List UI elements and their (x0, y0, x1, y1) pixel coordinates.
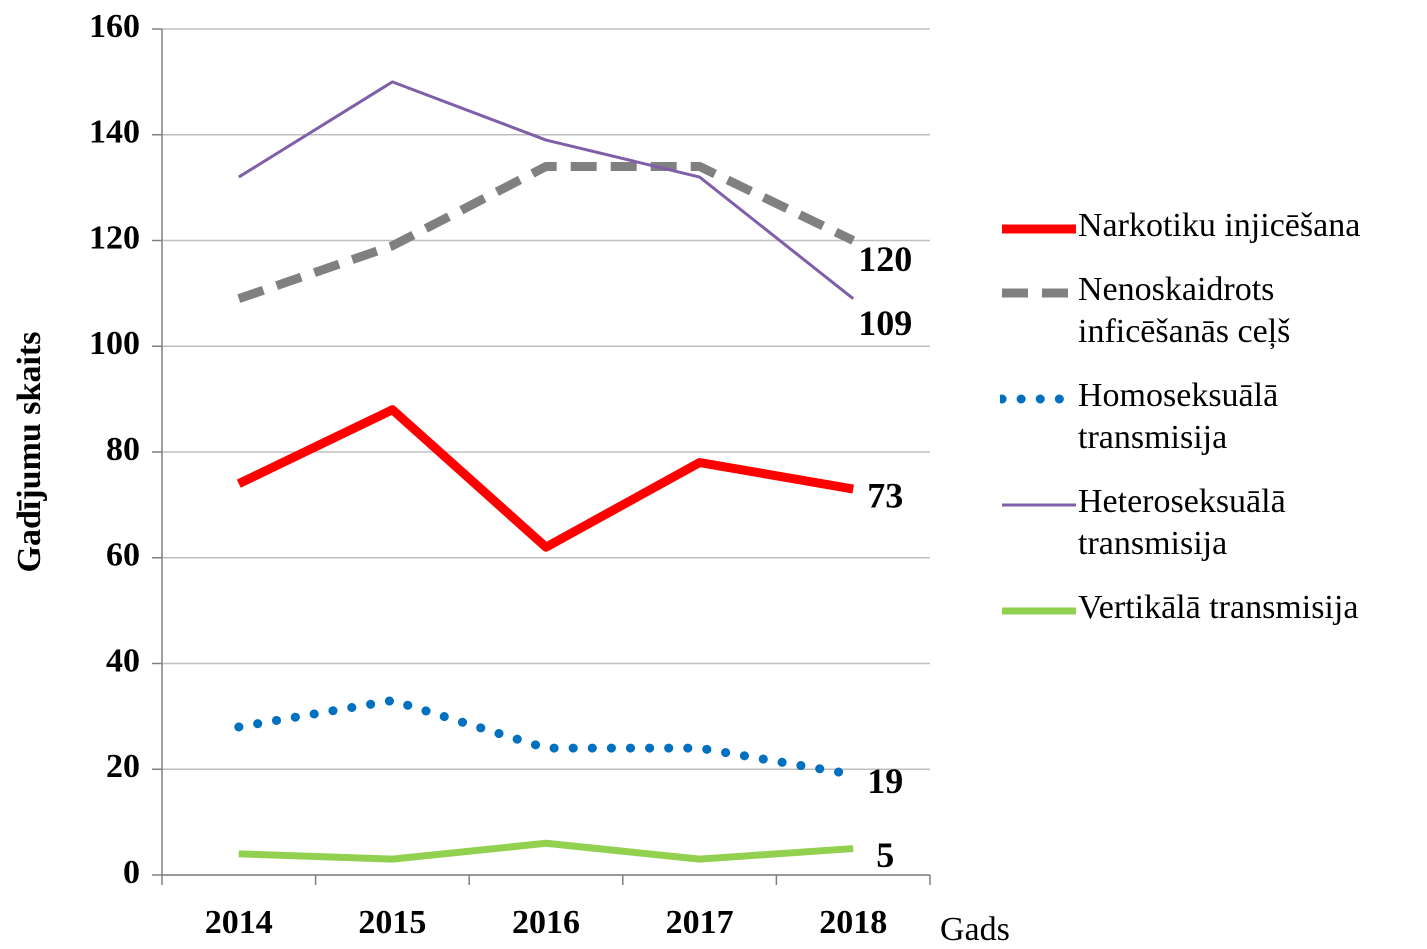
data-label: 73 (867, 475, 903, 515)
legend: Narkotiku injicēšana Nenoskaidrots inficē… (1000, 205, 1427, 651)
data-label: 5 (876, 835, 894, 875)
legend-swatch (1002, 607, 1076, 615)
legend-label: Homoseksuālā transmisija (1078, 377, 1279, 456)
data-label: 109 (858, 303, 912, 343)
x-tick-label: 2017 (666, 904, 734, 941)
legend-label: Nenoskaidrots inficēšanās ceļš (1078, 271, 1291, 350)
legend-swatch (1002, 288, 1076, 298)
x-axis-label: Gads (940, 911, 1010, 948)
data-label: 120 (858, 239, 912, 279)
legend-label: Heteroseksuālā transmisija (1078, 483, 1286, 562)
y-tick-label: 140 (89, 114, 140, 151)
legend-label: Vertikālā transmisija (1078, 589, 1359, 626)
legend-item: Homoseksuālā transmisija (1000, 375, 1427, 459)
y-tick-label: 120 (89, 219, 140, 256)
series-line (238, 839, 854, 863)
y-tick-label: 100 (89, 325, 140, 362)
legend-swatch (1000, 394, 1078, 404)
series-line (236, 405, 854, 552)
legend-swatch (1002, 503, 1076, 507)
legend-swatch (1002, 224, 1076, 234)
y-tick-label: 20 (106, 748, 140, 785)
x-tick-label: 2015 (358, 904, 426, 941)
y-axis-label: Gadījumu skaits (11, 332, 48, 573)
y-tick-label: 160 (89, 8, 140, 45)
y-tick-label: 60 (106, 537, 140, 574)
legend-label: Narkotiku injicēšana (1078, 207, 1361, 244)
x-tick-label: 2016 (512, 904, 580, 941)
series-line (234, 696, 858, 780)
x-tick-label: 2018 (819, 904, 887, 941)
series-line (238, 80, 855, 300)
legend-item: Vertikālā transmisija (1000, 587, 1427, 629)
y-tick-label: 80 (106, 431, 140, 468)
data-label: 19 (867, 761, 903, 801)
legend-item: Nenoskaidrots inficēšanās ceļš (1000, 269, 1427, 353)
legend-item: Heteroseksuālā transmisija (1000, 481, 1427, 565)
y-tick-label: 0 (123, 854, 140, 891)
y-tick-label: 40 (106, 642, 140, 679)
series-line (237, 161, 856, 303)
x-tick-label: 2014 (205, 904, 273, 941)
legend-item: Narkotiku injicēšana (1000, 205, 1427, 247)
